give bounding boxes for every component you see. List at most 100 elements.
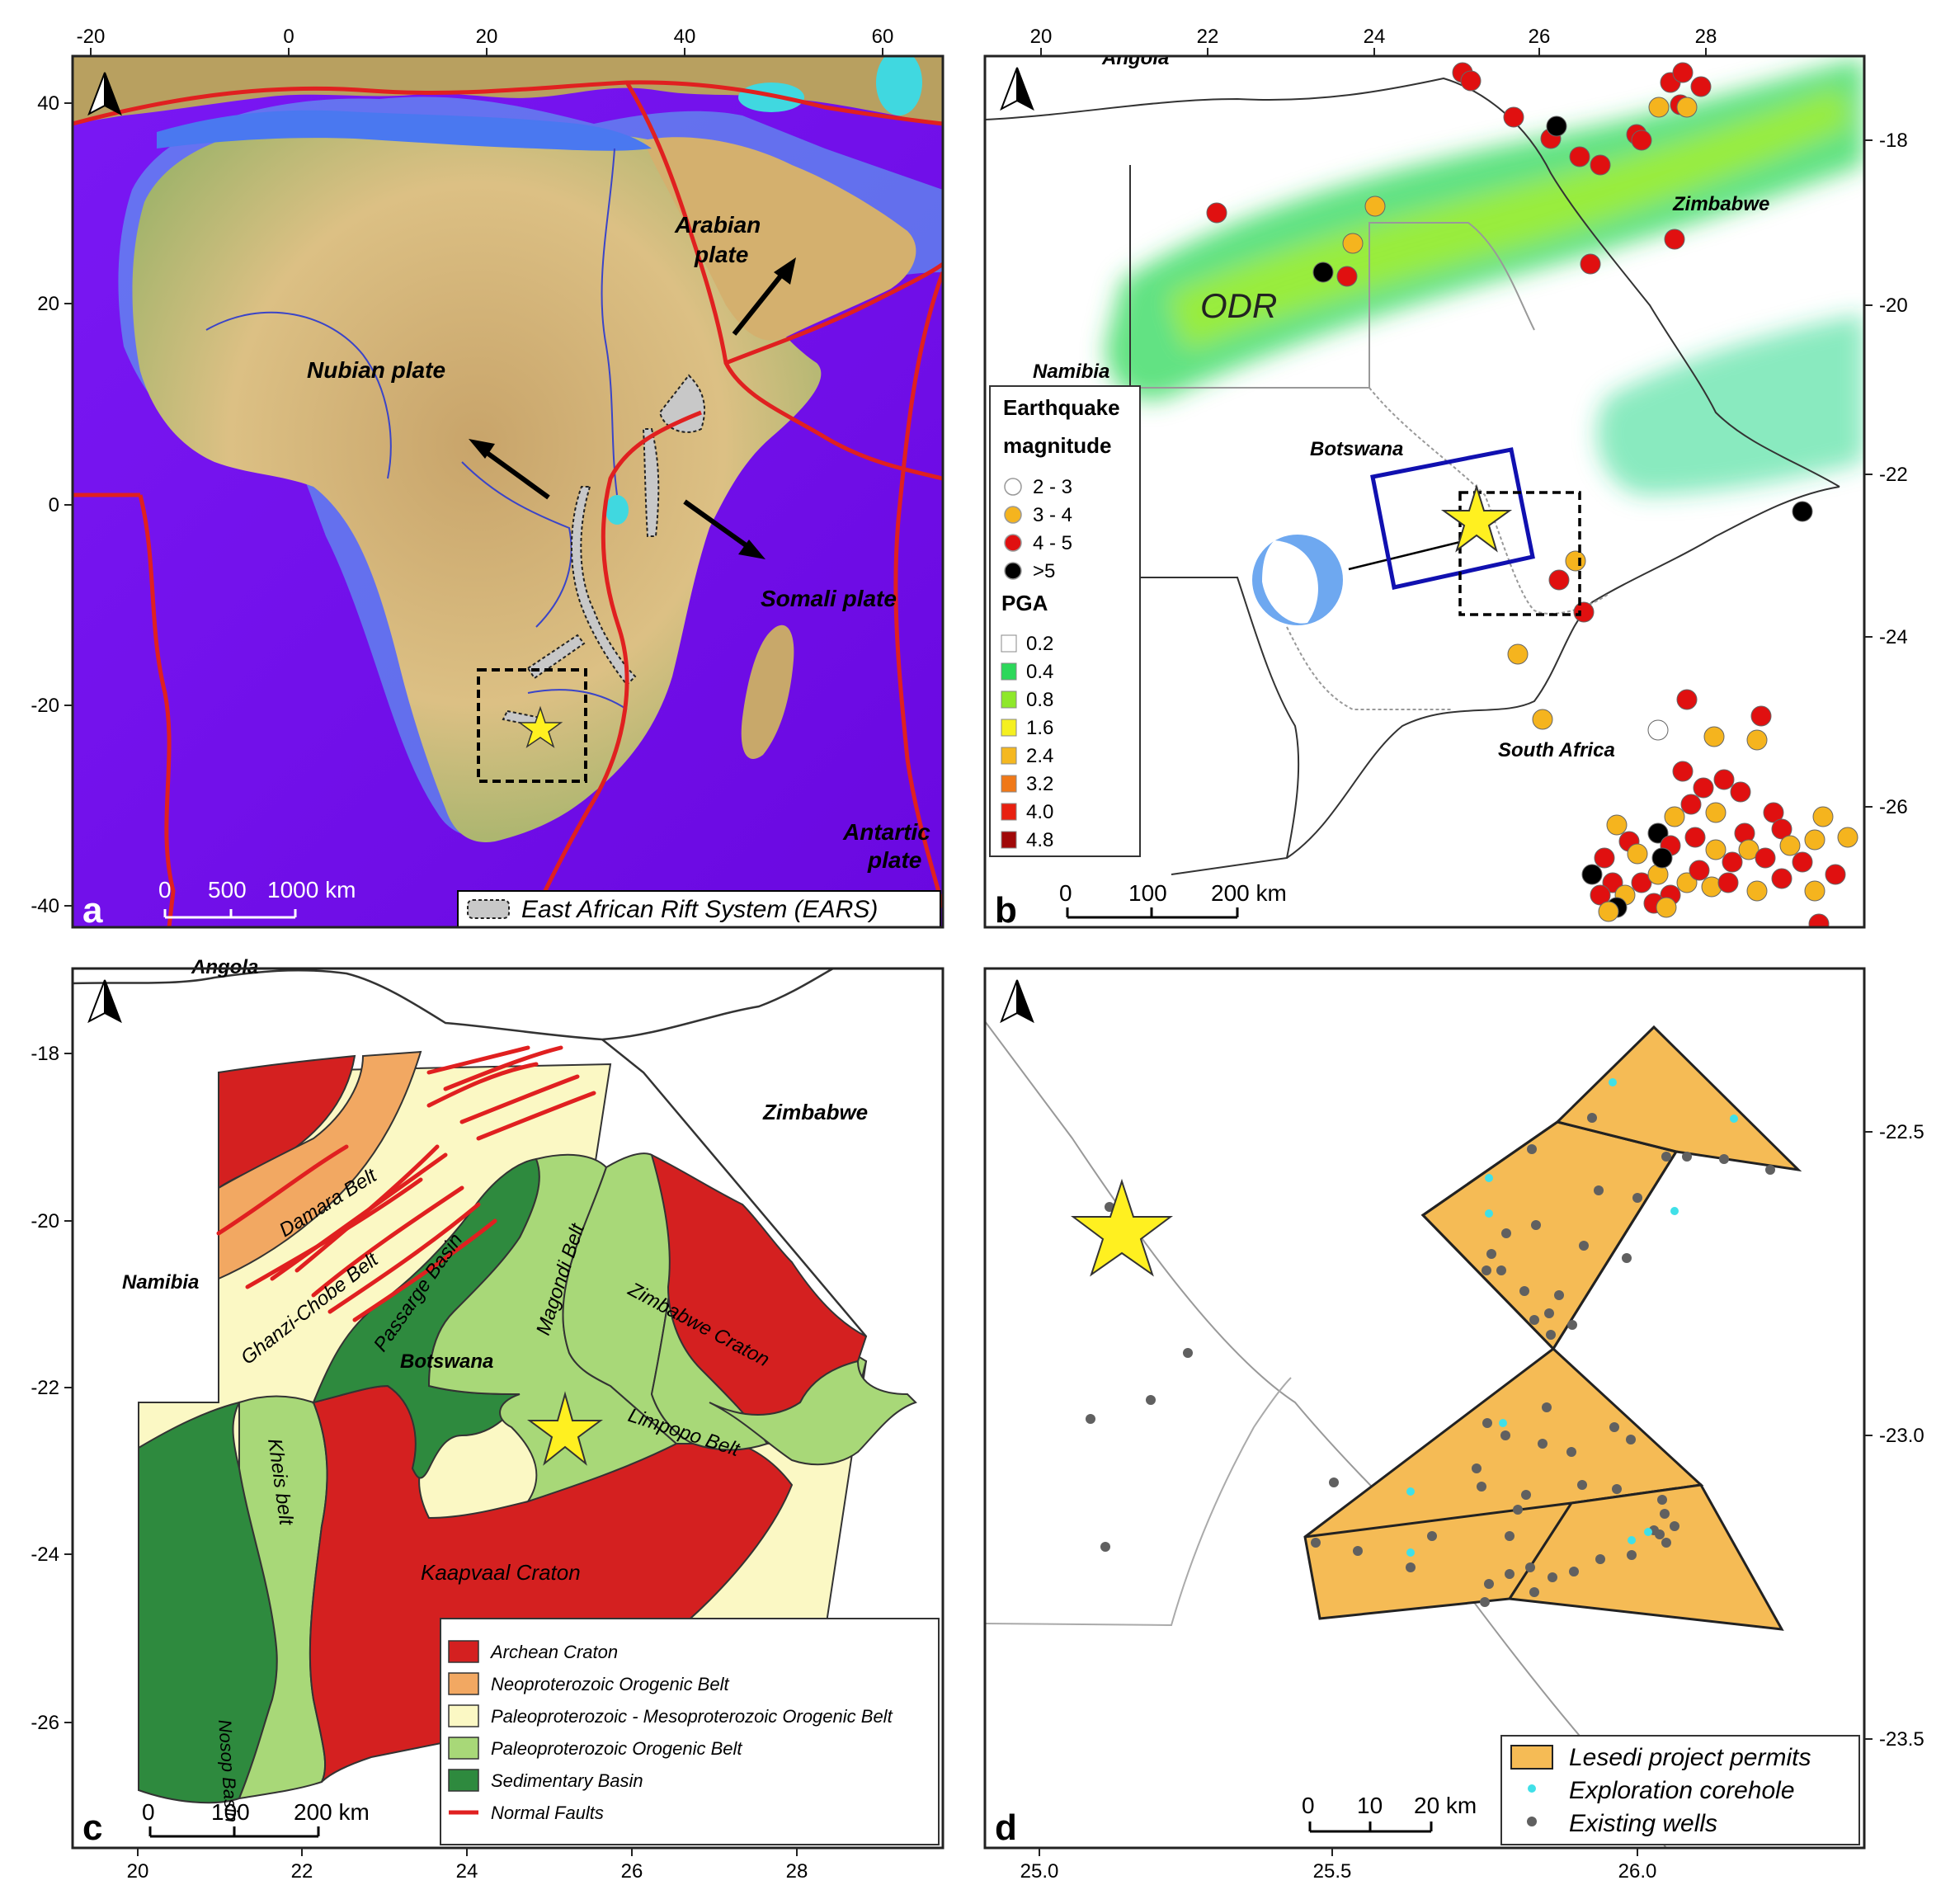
- existing-well: [1542, 1402, 1552, 1412]
- scale-d-zero: 0: [1302, 1793, 1315, 1818]
- nubian-motion-arrow: [469, 439, 550, 500]
- earthquake-point: [1755, 847, 1776, 869]
- legend-well-label: Existing wells: [1569, 1810, 1717, 1837]
- existing-well: [1577, 1480, 1587, 1490]
- eq-legend-marker: [1004, 562, 1022, 580]
- earthquake-point: [1771, 818, 1792, 840]
- earthquake-point: [1680, 794, 1702, 815]
- pga-legend-swatch: [1001, 775, 1017, 793]
- eq-legend-marker: [1004, 478, 1022, 496]
- legend-corehole-label: Exploration corehole: [1569, 1777, 1795, 1804]
- exploration-corehole: [1406, 1548, 1415, 1557]
- existing-well: [1594, 1185, 1604, 1195]
- panel-a-ticks: -20 0 20 40 60 40 20 0 -20 -40: [31, 26, 893, 917]
- panel-d-bottom-tick-label: 26.0: [1618, 1860, 1657, 1883]
- panel-d-letter: d: [995, 1807, 1017, 1848]
- earthquake-point: [1730, 781, 1751, 803]
- pga-legend-swatch: [1001, 719, 1017, 737]
- earthquake-point: [1664, 806, 1685, 827]
- somali-motion-arrow: [683, 499, 766, 559]
- existing-well: [1765, 1165, 1775, 1175]
- earthquake-point: [1664, 229, 1685, 250]
- zimbabwe-label-c: Zimbabwe: [762, 1100, 868, 1124]
- lake-victoria: [605, 495, 629, 525]
- ears-southwest-branch: [526, 634, 586, 680]
- ears-legend: East African Rift System (EARS): [457, 890, 941, 927]
- earthquake-point: [1693, 777, 1714, 799]
- earthquake-point: [1548, 569, 1570, 591]
- existing-well: [1657, 1495, 1667, 1505]
- exploration-corehole: [1406, 1487, 1415, 1496]
- panel-b-ticks: 20 22 24 26 28 -18 -20 -22 -24 -26: [1030, 26, 1908, 818]
- arabian-motion-arrow: [732, 257, 796, 336]
- existing-well: [1546, 1330, 1556, 1340]
- earthquake-point: [1581, 864, 1603, 885]
- pga-legend-label: 4.0: [1026, 801, 1053, 823]
- geo-legend-swatch: [448, 1640, 479, 1663]
- panel-c-left-tick-label: -18: [31, 1043, 59, 1065]
- pga-legend-label: 0.4: [1026, 661, 1053, 683]
- study-site-star-b: [1440, 483, 1513, 553]
- existing-well: [1655, 1529, 1665, 1539]
- existing-well: [1554, 1290, 1564, 1300]
- legend-b-title1: Earthquake: [1003, 395, 1120, 420]
- scale-bar-d: 0 10 20 km: [1302, 1793, 1477, 1833]
- panel-b: ODR Angola Zimbabwe Namibia Botswana Sou…: [983, 26, 1908, 929]
- pga-legend-swatch: [1001, 690, 1017, 709]
- panel-a-top-tick-label: 0: [283, 26, 294, 48]
- panel-b-right-tick-label: -26: [1879, 796, 1908, 818]
- existing-well: [1329, 1477, 1339, 1487]
- panel-b-right-tick-label: -22: [1879, 464, 1908, 486]
- earthquake-point: [1565, 550, 1586, 572]
- panel-a-top-tick-label: 60: [872, 26, 894, 48]
- legend-b-title2: magnitude: [1003, 433, 1111, 458]
- pga-legend-label: 1.6: [1026, 717, 1053, 739]
- congo-river: [461, 461, 572, 628]
- existing-well: [1311, 1538, 1321, 1548]
- existing-well: [1505, 1531, 1515, 1541]
- arabian-peninsula: [643, 137, 916, 341]
- study-area-rectangle: [1370, 447, 1535, 590]
- scale-a-mid: 500: [208, 877, 247, 903]
- earthquake-point: [1779, 835, 1801, 856]
- panel-b-top-tick-label: 24: [1364, 26, 1386, 48]
- earthquake-point: [1722, 851, 1743, 873]
- pga-legend-label: 2.4: [1026, 745, 1053, 767]
- ears-eastern-branch: [642, 428, 660, 537]
- earthquake-point: [1705, 802, 1727, 823]
- antartic-plate-label-line2: plate: [867, 847, 921, 873]
- study-site-star: [517, 705, 563, 748]
- botswana-label-c: Botswana: [400, 1350, 493, 1373]
- panel-c-left-tick-label: -26: [31, 1712, 59, 1734]
- existing-well: [1183, 1348, 1193, 1358]
- earthquake-point: [1676, 689, 1698, 710]
- existing-well: [1482, 1418, 1492, 1428]
- panel-c-left-tick-label: -20: [31, 1210, 59, 1232]
- pga-legend-swatch: [1001, 803, 1017, 821]
- existing-well: [1567, 1320, 1577, 1330]
- panel-a-left-tick-label: -40: [31, 895, 59, 917]
- panel-c-bottom-tick-label: 24: [456, 1860, 478, 1883]
- existing-well: [1622, 1253, 1632, 1263]
- panel-a-frame: [71, 54, 945, 929]
- earthquake-point: [1825, 864, 1846, 885]
- scale-bar-a: 0 500 1000 km: [158, 877, 356, 919]
- panel-c-frame: [71, 967, 945, 1850]
- existing-well: [1406, 1562, 1416, 1572]
- existing-well: [1353, 1546, 1363, 1556]
- earthquake-point: [1713, 769, 1735, 790]
- earthquake-point: [1717, 872, 1739, 893]
- pga-legend-swatch: [1001, 747, 1017, 765]
- existing-well: [1527, 1144, 1537, 1154]
- scale-b-mid: 100: [1128, 880, 1167, 906]
- earthquake-point: [1705, 839, 1727, 860]
- existing-well: [1500, 1430, 1510, 1440]
- north-arrow-d: [1000, 979, 1034, 1024]
- botswana-outline: [1130, 222, 1535, 389]
- panel-b-top-tick-label: 22: [1197, 26, 1219, 48]
- existing-well: [1519, 1286, 1529, 1296]
- existing-well: [1627, 1550, 1637, 1560]
- boundary-line-main: [984, 1020, 1667, 1849]
- panel-d: Lesedi project permits Exploration coreh…: [983, 967, 1924, 1883]
- panel-b-frame: [983, 54, 1866, 929]
